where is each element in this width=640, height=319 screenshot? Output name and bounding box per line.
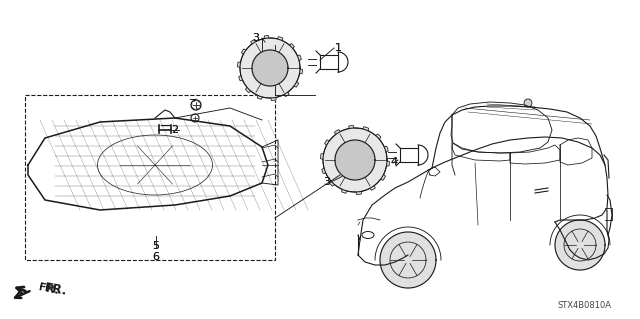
Text: 3: 3 (323, 177, 330, 187)
Text: 5: 5 (152, 241, 159, 251)
Text: 6: 6 (152, 252, 159, 262)
Polygon shape (237, 35, 303, 100)
Polygon shape (380, 232, 436, 288)
Circle shape (524, 99, 532, 107)
Text: 4: 4 (390, 157, 397, 167)
Circle shape (191, 114, 199, 122)
Text: 6: 6 (152, 252, 159, 262)
Polygon shape (555, 220, 605, 270)
Text: 2: 2 (172, 125, 179, 135)
Polygon shape (335, 140, 375, 180)
Circle shape (191, 100, 201, 110)
Text: 1: 1 (335, 43, 342, 53)
Text: 3: 3 (323, 177, 330, 187)
Text: 2: 2 (172, 125, 179, 135)
Text: FR.: FR. (38, 282, 60, 296)
Bar (25, 95, 275, 260)
Text: FR.: FR. (43, 282, 68, 298)
Polygon shape (252, 50, 288, 86)
Text: 7: 7 (188, 99, 196, 109)
Text: 5: 5 (152, 241, 159, 251)
Text: 3: 3 (253, 33, 259, 43)
Polygon shape (321, 126, 390, 195)
Text: 4: 4 (390, 157, 397, 167)
Text: STX4B0810A: STX4B0810A (558, 301, 612, 310)
Text: 1: 1 (335, 43, 342, 53)
Text: 7: 7 (188, 99, 196, 109)
Text: 3: 3 (253, 33, 259, 43)
